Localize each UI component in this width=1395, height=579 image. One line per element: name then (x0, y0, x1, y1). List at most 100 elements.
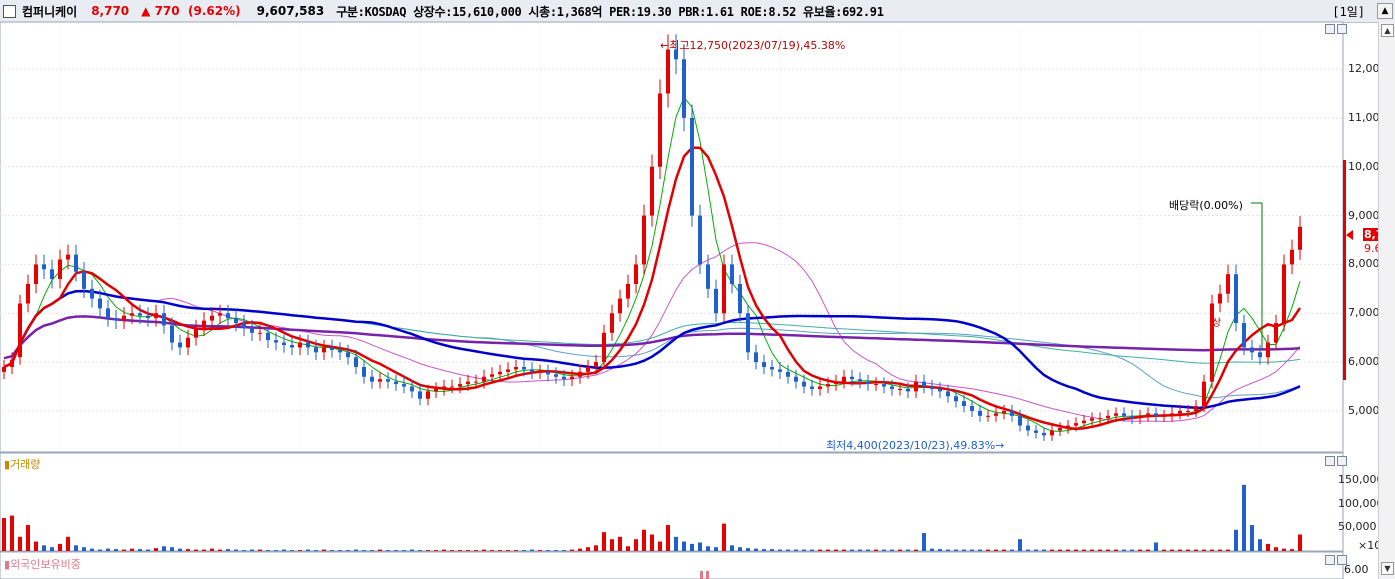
candle-body (1130, 415, 1134, 419)
volume-bar (298, 550, 302, 551)
volume-bar (954, 549, 958, 551)
current-price-marker-icon (1346, 230, 1353, 240)
price-axis-tick: 5,000 (1348, 403, 1380, 417)
candle-body (858, 379, 862, 382)
volume-bar (1218, 549, 1222, 551)
price-panel-minimize-icon[interactable] (1325, 24, 1335, 34)
candle-body (1002, 410, 1006, 414)
candle-body (778, 369, 782, 372)
candle-body (1258, 352, 1262, 358)
scroll-down-arrow-icon[interactable]: ▼ (1381, 562, 1394, 575)
scroll-up-arrow-icon[interactable]: ▲ (1381, 24, 1394, 37)
volume-bar (58, 543, 62, 551)
candle-body (738, 283, 742, 314)
volume-bar (898, 549, 902, 551)
candle-body (1298, 226, 1302, 250)
foreign-bar (700, 571, 703, 579)
candle-body (626, 283, 630, 299)
candle-body (786, 371, 790, 377)
candle-body (210, 315, 214, 321)
volume-bar (114, 549, 118, 551)
volume-bar (1050, 549, 1054, 551)
volume-bar (746, 548, 750, 551)
volume-bar (1082, 549, 1086, 551)
scroll-up-icon[interactable]: ▲ (1377, 3, 1393, 19)
candle-body (546, 371, 550, 375)
volume-bar (730, 545, 734, 551)
candle-body (490, 374, 494, 377)
volume-axis-tick: 150,000 (1338, 473, 1384, 487)
candle-body (1282, 264, 1286, 324)
candle-body (666, 49, 670, 94)
candle-body (938, 388, 942, 392)
candle-body (722, 264, 726, 314)
volume-bar (2, 517, 6, 551)
volume-bar (1042, 549, 1046, 551)
candle-body (234, 318, 238, 324)
candle-body (1290, 249, 1294, 265)
volume-bar (410, 549, 414, 551)
foreign-panel-close-icon[interactable] (1337, 555, 1347, 565)
candle-body (402, 384, 406, 387)
foreign-panel-minimize-icon[interactable] (1325, 555, 1335, 565)
candle-body (762, 362, 766, 367)
candle-body (594, 362, 598, 367)
volume-bar (1170, 549, 1174, 551)
candle-body (746, 313, 750, 353)
change-percent: (9.62%) (188, 4, 241, 18)
volume-bar (770, 549, 774, 551)
candle-body (930, 386, 934, 389)
candle-body (354, 357, 358, 367)
candle-body (1066, 425, 1070, 429)
candle-body (706, 264, 710, 289)
candle-body (290, 345, 294, 348)
candle-body (1106, 415, 1110, 419)
candle-body (1266, 342, 1270, 358)
volume-bar (986, 549, 990, 551)
candle-body (146, 315, 150, 319)
volume-bar (34, 541, 38, 551)
volume-bar (674, 536, 678, 551)
volume-bar (650, 534, 654, 551)
volume-axis-tick: 50,000 (1338, 520, 1377, 534)
candle-body (618, 298, 622, 314)
candle-body (1010, 410, 1014, 416)
price-panel-close-icon[interactable] (1337, 24, 1347, 34)
volume-bar (370, 550, 374, 551)
volume-bar (882, 549, 886, 551)
candle-body (1114, 413, 1118, 416)
candle-body (42, 264, 46, 270)
volume-bar (1234, 529, 1238, 551)
period-selector[interactable]: [1일] (1332, 5, 1365, 19)
volume-bar (514, 550, 518, 551)
volume-bar (98, 549, 102, 551)
candle-body (106, 308, 110, 319)
volume-bar (970, 549, 974, 551)
volume-bar (362, 550, 366, 551)
volume-bar (586, 547, 590, 551)
volume-bar (618, 536, 622, 551)
candle-body (1226, 274, 1230, 294)
volume-bar (250, 549, 254, 551)
candle-body (322, 347, 326, 353)
volume-panel-frame (0, 452, 1344, 552)
candle-body (1202, 381, 1206, 407)
select-checkbox[interactable] (3, 4, 16, 18)
volume-panel-close-icon[interactable] (1337, 456, 1347, 466)
volume-bar (1066, 549, 1070, 551)
volume-bar (154, 548, 158, 551)
volume-bar (1162, 549, 1166, 551)
price-panel-frame (0, 21, 1344, 453)
candle-body (922, 381, 926, 387)
candle-body (882, 384, 886, 387)
candle-body (26, 283, 30, 304)
volume-bar (18, 536, 22, 551)
candle-body (194, 327, 198, 338)
volume-panel-minimize-icon[interactable] (1325, 456, 1335, 466)
volume-bar (378, 549, 382, 551)
candle-body (1218, 293, 1222, 304)
vertical-scrollbar[interactable]: ▲ ▼ (1378, 22, 1395, 579)
candle-body (570, 376, 574, 380)
candle-body (474, 381, 478, 383)
